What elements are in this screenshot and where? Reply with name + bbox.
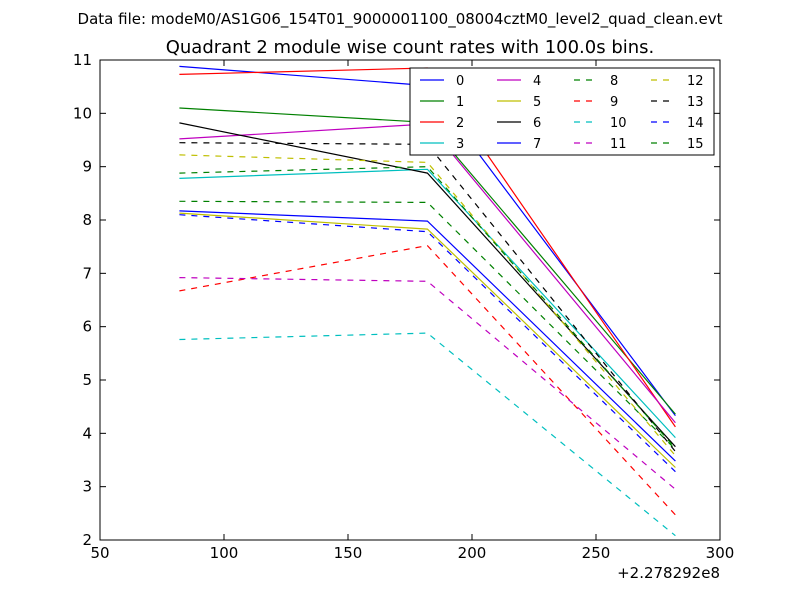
chart-title: Quadrant 2 module wise count rates with …: [166, 37, 655, 58]
legend-label-8: 8: [610, 74, 618, 89]
series-line-13: [179, 142, 676, 452]
series-line-10: [179, 332, 676, 537]
legend-label-2: 2: [456, 116, 464, 131]
legend-label-9: 9: [610, 95, 618, 110]
legend-label-15: 15: [687, 137, 704, 152]
x-offset-label: +2.278292e8: [617, 564, 720, 582]
legend-label-1: 1: [456, 95, 464, 110]
y-tick-label: 10: [73, 104, 92, 122]
x-tick-label: 250: [582, 544, 611, 562]
legend-label-14: 14: [687, 116, 704, 131]
y-tick-label: 7: [82, 264, 92, 282]
y-tick-label: 9: [82, 158, 92, 176]
series-line-12: [179, 154, 676, 457]
series-line-9: [179, 244, 676, 516]
y-tick-label: 4: [82, 424, 92, 442]
legend-label-4: 4: [533, 74, 541, 89]
series-line-11: [179, 277, 676, 490]
legend-box: [409, 67, 715, 156]
series-line-3: [179, 168, 676, 439]
x-tick-label: 200: [458, 544, 487, 562]
series-line-5: [179, 212, 676, 468]
legend-label-13: 13: [687, 95, 704, 110]
x-tick-label: 150: [334, 544, 363, 562]
y-tick-label: 2: [82, 531, 92, 549]
y-tick-label: 6: [82, 318, 92, 336]
series-line-6: [179, 122, 676, 448]
x-tick-label: 50: [90, 544, 109, 562]
legend-label-6: 6: [533, 116, 541, 131]
legend-label-5: 5: [533, 95, 541, 110]
legend-label-0: 0: [456, 74, 464, 89]
series-line-7: [179, 210, 676, 462]
legend-label-3: 3: [456, 137, 464, 152]
legend-label-12: 12: [687, 74, 704, 89]
y-tick-label: 11: [73, 51, 92, 69]
figure-suptitle: Data file: modeM0/AS1G06_154T01_90000011…: [78, 10, 723, 29]
legend-label-7: 7: [533, 137, 541, 152]
series-line-15: [179, 166, 676, 449]
series-line-8: [179, 200, 676, 450]
x-tick-label: 300: [706, 544, 735, 562]
y-tick-label: 3: [82, 478, 92, 496]
series-line-14: [179, 214, 676, 473]
x-tick-label: 100: [210, 544, 239, 562]
legend-label-10: 10: [610, 116, 627, 131]
legend-label-11: 11: [610, 137, 627, 152]
y-tick-label: 5: [82, 371, 92, 389]
plot-frame: [99, 59, 721, 541]
y-tick-label: 8: [82, 211, 92, 229]
